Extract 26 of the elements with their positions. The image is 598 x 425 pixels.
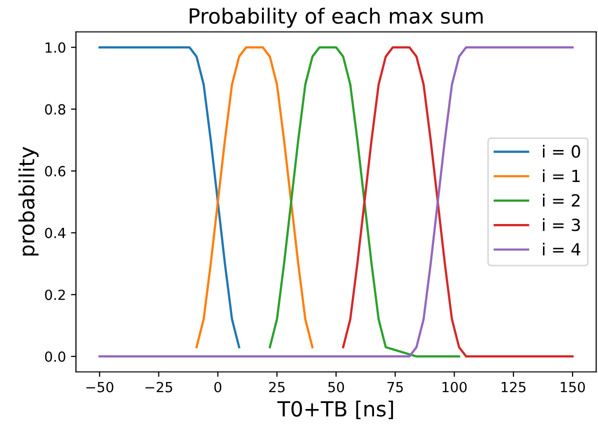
- legend-label: i = 3: [542, 218, 580, 232]
- y-tick-label: 0.4: [45, 228, 66, 238]
- y-tick-label: 1.0: [46, 42, 66, 53]
- x-tick-label: 50: [328, 382, 344, 392]
- y-tick-label: 0.6: [45, 166, 66, 176]
- y-tick-label: 0.2: [45, 290, 65, 300]
- x-tick-label: 75: [388, 382, 403, 392]
- chart-title: Probability of each max sum: [190, 8, 483, 28]
- legend-label: i = 4: [542, 242, 580, 256]
- x-tick-label: −50: [86, 382, 114, 392]
- x-tick-label: 25: [269, 382, 285, 392]
- x-tick-label: 0: [214, 382, 222, 392]
- y-tick-label: 0.0: [45, 351, 66, 362]
- line-series: [98, 46, 240, 348]
- legend-label: i = 1: [542, 169, 580, 182]
- x-tick-label: −25: [146, 382, 172, 392]
- x-axis-title: T0+TB [ns]: [277, 400, 393, 420]
- legend-label: i = 2: [542, 194, 580, 206]
- y-tick-label: 0.8: [45, 104, 66, 115]
- y-axis-title: probability: [18, 146, 39, 256]
- line-series: [195, 46, 314, 348]
- legend-label: i = 0: [542, 144, 580, 158]
- line-series: [268, 46, 460, 358]
- x-tick-label: 125: [502, 382, 526, 392]
- x-tick-label: 100: [442, 382, 467, 392]
- x-tick-label: 150: [560, 382, 585, 392]
